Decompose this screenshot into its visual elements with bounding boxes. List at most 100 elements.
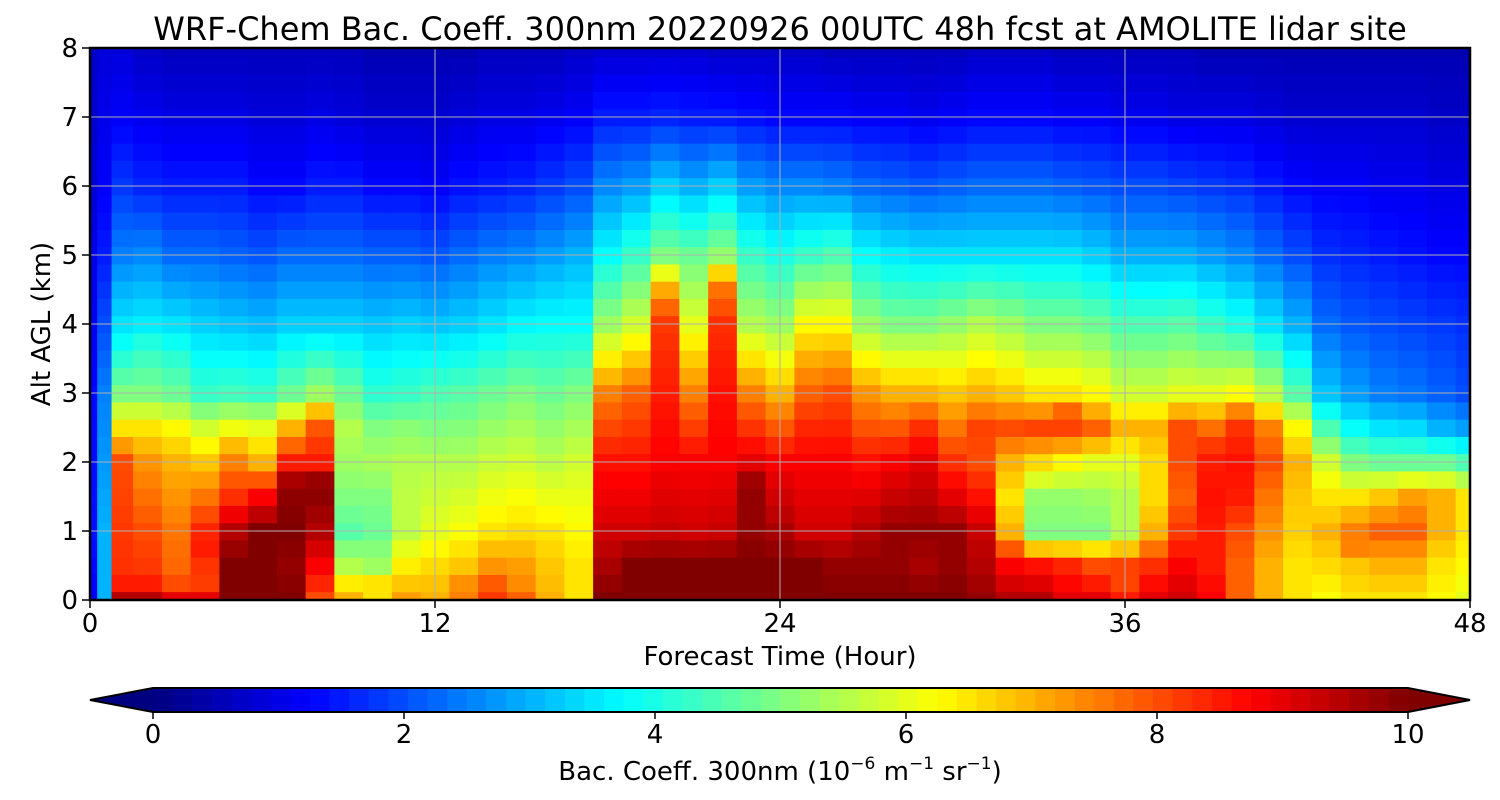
heatmap-cell	[593, 591, 623, 600]
heatmap-cell	[478, 91, 508, 110]
colorbar-segment	[1035, 688, 1056, 712]
colorbar-segment	[780, 688, 801, 712]
heatmap-cell	[363, 574, 393, 593]
heatmap-cell	[305, 194, 336, 213]
heatmap-cell	[593, 211, 623, 230]
colorbar-segment	[721, 688, 742, 712]
colorbar-segment	[270, 688, 291, 712]
heatmap-cell	[1196, 194, 1227, 213]
heatmap-cell	[794, 505, 824, 524]
heatmap-cell	[219, 298, 249, 317]
heatmap-cell	[97, 367, 113, 386]
colorbar-segment	[1388, 688, 1409, 712]
heatmap-cell	[334, 470, 364, 489]
heatmap-cell	[794, 56, 824, 75]
heatmap-cell	[679, 591, 709, 600]
heatmap-cell	[305, 436, 336, 455]
heatmap-cell	[938, 48, 968, 58]
heatmap-cell	[1053, 211, 1083, 230]
heatmap-cell	[1168, 539, 1198, 558]
heatmap-cell	[823, 211, 853, 230]
heatmap-cell	[966, 73, 997, 92]
heatmap-cell	[995, 505, 1026, 524]
heatmap-cell	[1139, 229, 1169, 248]
heatmap-cell	[1398, 349, 1428, 368]
heatmap-cell	[593, 91, 623, 110]
heatmap-cell	[593, 418, 623, 437]
heatmap-cell	[391, 125, 422, 144]
heatmap-cell	[823, 539, 853, 558]
colorbar-segment	[662, 688, 684, 712]
heatmap-cell	[1426, 194, 1457, 213]
heatmap-cell	[794, 470, 824, 489]
heatmap-cell	[90, 91, 98, 110]
heatmap-cell	[736, 418, 767, 437]
heatmap-cell	[679, 505, 709, 524]
heatmap-cell	[1398, 160, 1428, 179]
heatmap-cell	[111, 349, 134, 368]
heatmap-cell	[478, 591, 508, 600]
heatmap-cell	[133, 229, 163, 248]
heatmap-cell	[276, 367, 307, 386]
heatmap-cell	[219, 48, 249, 58]
heatmap-cell	[1398, 48, 1428, 58]
heatmap-cell	[909, 211, 939, 230]
heatmap-cell	[219, 487, 249, 506]
heatmap-cell	[248, 470, 278, 489]
heatmap-cell	[161, 298, 192, 317]
heatmap-cell	[363, 418, 393, 437]
heatmap-cell	[708, 487, 738, 506]
heatmap-cell	[1053, 574, 1083, 593]
heatmap-cell	[995, 73, 1026, 92]
heatmap-cell	[1053, 436, 1083, 455]
heatmap-cell	[190, 470, 221, 489]
heatmap-cell	[1369, 125, 1399, 144]
heatmap-cell	[794, 91, 824, 110]
heatmap-cell	[938, 591, 968, 600]
heatmap-cell	[478, 194, 508, 213]
heatmap-cell	[391, 56, 422, 75]
heatmap-cell	[219, 125, 249, 144]
heatmap-cell	[621, 487, 652, 506]
heatmap-cell	[880, 48, 911, 58]
colorbar-segment	[407, 688, 429, 712]
heatmap-cell	[564, 470, 594, 489]
colorbar-segment	[192, 688, 213, 712]
heatmap-cell	[1283, 229, 1313, 248]
heatmap-cell	[851, 229, 882, 248]
heatmap-cell	[1369, 229, 1399, 248]
heatmap-cell	[1311, 591, 1342, 600]
heatmap-cell	[938, 574, 968, 593]
heatmap-cell	[363, 229, 393, 248]
heatmap-cell	[248, 91, 278, 110]
heatmap-cell	[276, 56, 307, 75]
heatmap-cell	[1196, 539, 1227, 558]
x-axis-label: Forecast Time (Hour)	[643, 642, 916, 672]
heatmap-cell	[650, 48, 681, 58]
heatmap-cell	[1225, 298, 1256, 317]
heatmap-cell	[1168, 91, 1198, 110]
heatmap-cell	[305, 591, 336, 600]
heatmap-cell	[1426, 401, 1457, 420]
heatmap-cell	[995, 487, 1026, 506]
heatmap-cell	[1369, 436, 1399, 455]
colorbar-segment	[702, 688, 723, 712]
heatmap-cell	[1426, 211, 1457, 230]
heatmap-cell	[1053, 263, 1083, 282]
heatmap-cell	[1283, 401, 1313, 420]
heatmap-cell	[851, 160, 882, 179]
colorbar-segment	[251, 688, 272, 712]
heatmap-cell	[363, 160, 393, 179]
heatmap-cell	[851, 367, 882, 386]
heatmap-cell	[708, 401, 738, 420]
y-tick-label: 0	[61, 586, 78, 616]
heatmap-cell	[679, 418, 709, 437]
heatmap-cell	[363, 48, 393, 58]
heatmap-cell	[535, 574, 566, 593]
heatmap-cell	[276, 505, 307, 524]
heatmap-cell	[736, 539, 767, 558]
heatmap-cell	[97, 73, 113, 92]
heatmap-cell	[506, 263, 537, 282]
heatmap-cell	[938, 332, 968, 351]
heatmap-cell	[736, 142, 767, 161]
